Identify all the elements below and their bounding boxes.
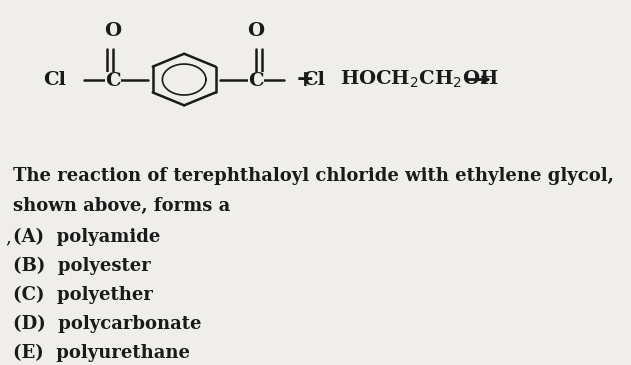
Text: ,: , xyxy=(5,228,11,246)
Text: Cl: Cl xyxy=(302,70,326,89)
Text: C: C xyxy=(248,72,264,90)
Text: (C)  polyether: (C) polyether xyxy=(13,286,153,304)
Text: HOCH$_2$CH$_2$OH: HOCH$_2$CH$_2$OH xyxy=(340,69,499,90)
Text: The reaction of terephthaloyl chloride with ethylene glycol,: The reaction of terephthaloyl chloride w… xyxy=(13,166,614,185)
Text: C: C xyxy=(105,72,121,90)
Text: +: + xyxy=(296,69,314,91)
Text: Cl: Cl xyxy=(43,70,66,89)
Text: shown above, forms a: shown above, forms a xyxy=(13,197,230,215)
Text: (D)  polycarbonate: (D) polycarbonate xyxy=(13,315,201,333)
Text: (B)  polyester: (B) polyester xyxy=(13,257,151,275)
Text: (E)  polyurethane: (E) polyurethane xyxy=(13,344,190,362)
Text: O: O xyxy=(104,22,121,40)
Text: O: O xyxy=(247,22,264,40)
Text: (A)  polyamide: (A) polyamide xyxy=(13,228,160,246)
